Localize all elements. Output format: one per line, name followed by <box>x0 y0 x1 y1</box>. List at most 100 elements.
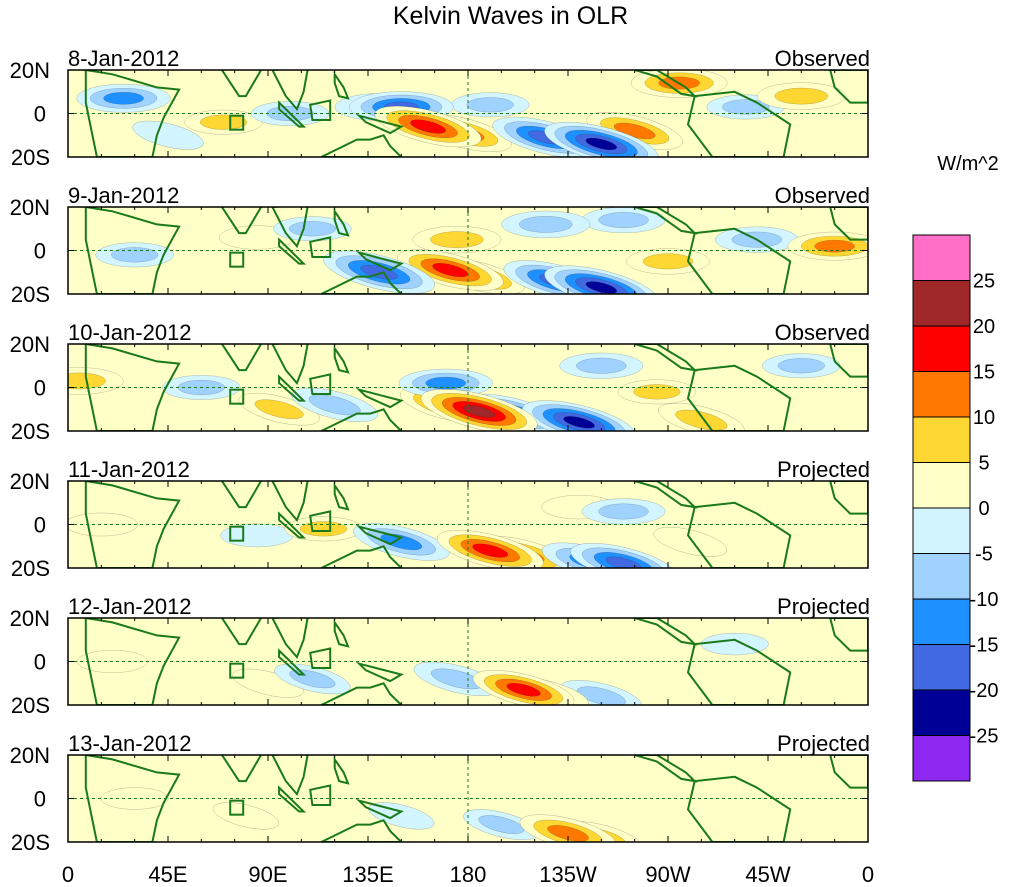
africa-coast <box>84 755 181 842</box>
contour-level <box>232 668 304 698</box>
india-coast <box>220 481 263 509</box>
india-coast <box>220 207 263 235</box>
reference-box <box>229 388 245 405</box>
philippines-coast <box>333 71 350 100</box>
indochina-coast <box>271 207 309 249</box>
x-axis: 0 45E 90E 135E 180 135W 90W 45W 0 <box>62 862 874 887</box>
colorbar-swatch <box>912 325 971 372</box>
india-coast <box>220 70 263 98</box>
y-tick-label: 0 <box>34 650 46 675</box>
y-tick-label: 20N <box>10 195 50 220</box>
colorbar-tick-label: 5 <box>978 453 989 475</box>
y-tick-label: 0 <box>34 239 46 264</box>
samerica-coast <box>686 364 792 431</box>
philippines-coast <box>333 345 350 374</box>
coastlines <box>84 70 868 157</box>
indochina-coast <box>271 481 309 523</box>
contour-level <box>360 265 398 280</box>
africa-coast <box>84 207 181 294</box>
africa-coast <box>84 344 181 431</box>
negative-anomaly-blob <box>451 92 530 118</box>
contour-level <box>254 399 304 420</box>
panel-date-label: 12-Jan-2012 <box>68 594 192 619</box>
reference-box <box>229 114 245 131</box>
contour-level <box>68 372 106 390</box>
colorbar-tick-label: -10 <box>970 589 999 611</box>
panel-date-label: 8-Jan-2012 <box>68 46 179 71</box>
contour-level <box>132 120 204 150</box>
contour-level <box>472 543 509 558</box>
x-tick-label: 180 <box>450 862 487 887</box>
colorbar-tick-label: -25 <box>970 726 999 748</box>
y-tick-label: 0 <box>34 376 46 401</box>
positive-anomaly-blob <box>412 225 502 254</box>
australia-coast <box>320 408 403 431</box>
panel-type-label: Projected <box>777 594 870 619</box>
panel-date-label: 9-Jan-2012 <box>68 183 179 208</box>
contour-level <box>466 97 514 113</box>
borneo-coast <box>309 510 332 532</box>
positive-anomaly-blob <box>374 105 482 148</box>
positive-anomaly-blob <box>68 367 124 395</box>
india-coast <box>220 344 263 372</box>
sumatra-coast <box>278 374 307 402</box>
contour-level <box>653 527 728 557</box>
contour-level <box>103 92 144 105</box>
newguinea-coast <box>355 250 404 272</box>
contour-level <box>675 409 728 431</box>
wafrica-coast <box>829 344 868 378</box>
positive-anomaly-blob <box>617 379 697 405</box>
positive-anomaly-blob <box>472 670 575 705</box>
x-tick-label: 90W <box>645 862 690 887</box>
colorbar-swatch <box>912 598 971 645</box>
y-tick-label: 0 <box>34 102 46 127</box>
philippines-coast <box>333 482 350 511</box>
contour-level <box>642 253 694 270</box>
colorbar-swatch <box>912 234 971 281</box>
colorbar-tick-label: 20 <box>973 316 995 338</box>
colorbar-tick-label: 15 <box>973 362 995 384</box>
contour-level <box>547 825 589 842</box>
positive-anomaly-blob <box>420 389 538 431</box>
coastlines <box>84 481 868 568</box>
philippines-coast <box>333 208 350 237</box>
positive-anomaly-blob <box>436 530 544 568</box>
x-tick-label: 90E <box>248 862 287 887</box>
contour-level <box>576 686 626 705</box>
borneo-coast <box>309 647 332 669</box>
wafrica-coast <box>829 481 868 515</box>
coastlines <box>84 344 868 431</box>
positive-anomaly-blob <box>653 527 728 557</box>
contour-level <box>463 405 496 418</box>
panel-date-label: 11-Jan-2012 <box>68 457 190 482</box>
reference-box <box>229 799 245 816</box>
colorbar-swatch <box>912 735 971 782</box>
contour-level <box>605 556 642 568</box>
contour-level <box>68 512 138 537</box>
contour-level <box>585 281 618 294</box>
indochina-coast <box>271 755 309 797</box>
negative-anomaly-blob <box>544 122 659 157</box>
contour-level <box>308 394 361 416</box>
indochina-coast <box>271 344 309 386</box>
africa-coast <box>84 618 181 705</box>
olr-field <box>68 207 868 294</box>
y-tick-label: 20N <box>10 743 50 768</box>
colorbar-swatch <box>912 371 971 418</box>
samerica-coast <box>686 638 792 705</box>
contour-level <box>774 87 829 105</box>
newguinea-coast <box>355 387 404 409</box>
newguinea-coast <box>355 661 404 683</box>
colorbar: W/m^2 25 20 15 10 5 0 -5 -10 -15 -20 -25 <box>912 153 999 782</box>
australia-coast <box>320 545 403 568</box>
y-tick-label: 0 <box>34 513 46 538</box>
contour-level <box>300 521 348 537</box>
colorbar-tick-label: -15 <box>970 635 999 657</box>
contour-level <box>633 384 681 400</box>
y-tick-label: 20S <box>11 419 50 444</box>
negative-anomaly-blob <box>762 353 841 379</box>
india-coast <box>220 618 263 646</box>
negative-anomaly-blob <box>581 498 666 525</box>
y-tick-label: 20N <box>10 606 50 631</box>
